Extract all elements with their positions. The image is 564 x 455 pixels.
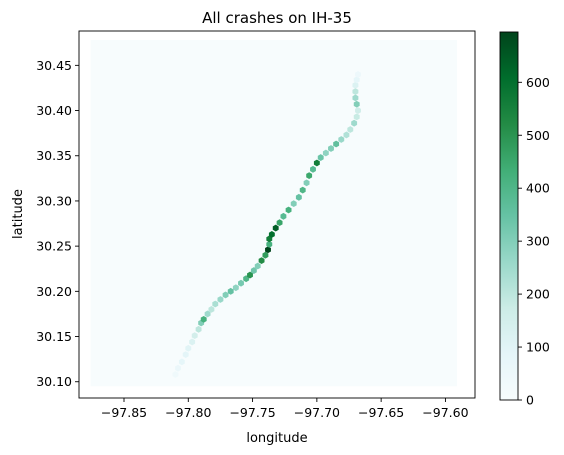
y-tick-label: 30.20 xyxy=(36,284,72,299)
x-tick-label: −97.80 xyxy=(165,405,211,420)
hexbin-cell xyxy=(352,94,359,102)
hexbin-cell xyxy=(182,351,189,359)
hexbin-cell xyxy=(285,206,292,214)
hexbin-cell xyxy=(299,186,306,194)
hexbin-cell xyxy=(290,200,297,208)
hexbin-cell xyxy=(353,113,360,121)
x-tick-label: −97.70 xyxy=(294,405,340,420)
hexbin-cell xyxy=(338,136,345,143)
x-tick-label: −97.65 xyxy=(358,405,404,420)
hexbin-cell xyxy=(268,230,275,238)
hexbin-cell xyxy=(328,145,334,152)
hexbin-cell xyxy=(262,251,269,259)
hexbin-cell xyxy=(355,107,361,114)
hexbin-cell xyxy=(238,279,244,287)
colorbar-gradient xyxy=(499,31,519,401)
colorbar: 0 100 200 300 400 500 600 xyxy=(499,31,550,408)
hexbin-cell xyxy=(347,126,354,133)
hexbin-cell xyxy=(265,246,271,254)
hexbin-cell xyxy=(195,325,202,333)
plot-frame xyxy=(78,30,476,399)
hexbin-cell xyxy=(227,287,234,295)
hexbin-cell xyxy=(322,149,329,157)
y-tick-label: 30.40 xyxy=(36,103,72,118)
hexbin-cell xyxy=(266,235,273,243)
hexbin-cell xyxy=(185,344,192,352)
colorbar-tick-label: 100 xyxy=(526,340,550,355)
y-tick-label: 30.25 xyxy=(36,239,72,254)
hexbin-cell xyxy=(306,172,313,180)
hexbin-extent xyxy=(90,40,458,387)
hexbin-cell xyxy=(352,81,359,89)
colorbar-tick-label: 300 xyxy=(526,234,550,249)
hexbin-cell xyxy=(172,371,179,378)
hexbin-cell xyxy=(352,88,359,95)
colorbar-tick-label: 400 xyxy=(526,181,550,196)
hexbin-cell xyxy=(295,193,302,201)
colorbar-tick-label: 200 xyxy=(526,287,550,302)
hexbin-cell xyxy=(353,100,360,108)
hexbin-cell xyxy=(303,179,310,187)
chart-title: All crashes on IH-35 xyxy=(202,9,352,27)
hexbin-cell xyxy=(313,159,320,167)
hexbin-cell xyxy=(272,224,279,232)
hexbin-cell xyxy=(351,119,358,127)
colorbar-tick-label: 600 xyxy=(526,75,550,90)
hexbin-cell xyxy=(333,140,340,148)
hexbin-cell xyxy=(276,219,283,227)
y-axis-label: latitude xyxy=(11,189,26,239)
hexbin-cell xyxy=(266,240,273,248)
x-tick-label: −97.85 xyxy=(101,405,147,420)
hexbin-cell xyxy=(258,257,265,264)
y-tick-label: 30.35 xyxy=(36,148,72,163)
hexbin-cell xyxy=(254,262,261,270)
y-tick-label: 30.30 xyxy=(36,193,72,208)
hexbin-cell xyxy=(353,76,360,84)
hexbin-cell xyxy=(200,315,207,323)
hexbin-cell xyxy=(310,165,316,173)
hexbin-cell xyxy=(204,310,211,318)
hexbin-cell xyxy=(280,212,287,220)
hexbin-cell xyxy=(191,332,198,340)
y-tick-label: 30.15 xyxy=(36,329,72,344)
x-axis-label: longitude xyxy=(246,431,307,446)
x-tick-label: −97.75 xyxy=(229,405,275,420)
hexbin-cell xyxy=(175,364,181,372)
hexbin-cell xyxy=(222,291,229,299)
hexbin-cell xyxy=(250,267,257,274)
hexbin-cell xyxy=(317,154,324,161)
colorbar-tick-label: 500 xyxy=(526,128,550,143)
hexbin-cell xyxy=(355,70,361,78)
hexbin-cell xyxy=(217,296,224,303)
hexbin-cell xyxy=(343,131,350,139)
y-tick-label: 30.10 xyxy=(36,374,72,389)
hexbin-cell xyxy=(178,358,185,366)
colorbar-tick-label: 0 xyxy=(526,393,534,408)
hexbin-cell xyxy=(247,271,253,279)
hexbin-cell xyxy=(212,300,219,308)
hexbin-cell xyxy=(189,338,196,346)
hexbin-cell xyxy=(232,284,239,292)
x-tick-label: −97.60 xyxy=(422,405,468,420)
y-tick-label: 30.45 xyxy=(36,58,72,73)
hexbin-cell xyxy=(208,306,215,313)
